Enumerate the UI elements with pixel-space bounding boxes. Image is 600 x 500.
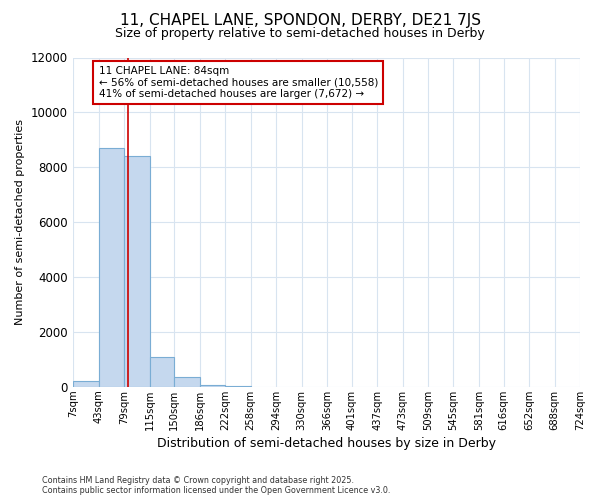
X-axis label: Distribution of semi-detached houses by size in Derby: Distribution of semi-detached houses by …	[157, 437, 496, 450]
Text: Contains HM Land Registry data © Crown copyright and database right 2025.
Contai: Contains HM Land Registry data © Crown c…	[42, 476, 391, 495]
Bar	[73, 382, 98, 387]
Bar	[149, 356, 175, 387]
Y-axis label: Number of semi-detached properties: Number of semi-detached properties	[15, 119, 25, 325]
Bar	[225, 386, 251, 387]
Text: 11 CHAPEL LANE: 84sqm
← 56% of semi-detached houses are smaller (10,558)
41% of : 11 CHAPEL LANE: 84sqm ← 56% of semi-deta…	[98, 66, 378, 99]
Bar	[98, 148, 124, 387]
Text: Size of property relative to semi-detached houses in Derby: Size of property relative to semi-detach…	[115, 28, 485, 40]
Bar	[175, 378, 200, 387]
Bar	[200, 384, 225, 387]
Bar	[124, 156, 149, 387]
Text: 11, CHAPEL LANE, SPONDON, DERBY, DE21 7JS: 11, CHAPEL LANE, SPONDON, DERBY, DE21 7J…	[119, 12, 481, 28]
